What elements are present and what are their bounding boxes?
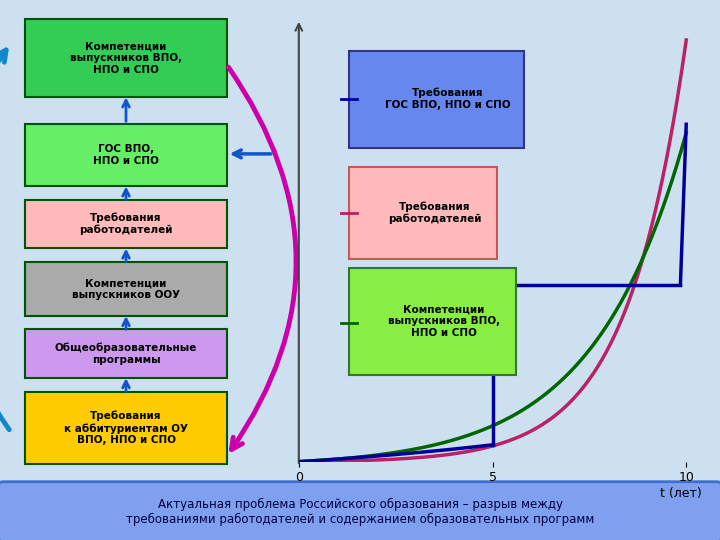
Text: Общеобразовательные
программы: Общеобразовательные программы	[55, 343, 197, 364]
FancyBboxPatch shape	[348, 268, 516, 375]
Text: Требования
к аббитуриентам ОУ
ВПО, НПО и СПО: Требования к аббитуриентам ОУ ВПО, НПО и…	[64, 411, 188, 445]
Text: t (лет): t (лет)	[660, 487, 702, 500]
FancyBboxPatch shape	[348, 51, 524, 147]
FancyBboxPatch shape	[348, 166, 497, 259]
FancyBboxPatch shape	[25, 124, 227, 186]
FancyBboxPatch shape	[25, 200, 227, 248]
FancyBboxPatch shape	[25, 392, 227, 464]
FancyBboxPatch shape	[25, 19, 227, 97]
Text: Актуальная проблема Российского образования – разрыв между
требованиями работода: Актуальная проблема Российского образова…	[126, 498, 594, 526]
Text: Требования
работодателей: Требования работодателей	[387, 201, 481, 224]
FancyBboxPatch shape	[0, 482, 720, 540]
Text: Требования
работодателей: Требования работодателей	[79, 213, 173, 235]
FancyBboxPatch shape	[25, 329, 227, 378]
Text: Компетенции
выпускников ООУ: Компетенции выпускников ООУ	[72, 278, 180, 300]
FancyBboxPatch shape	[25, 262, 227, 316]
Text: Компетенции
выпускников ВПО,
НПО и СПО: Компетенции выпускников ВПО, НПО и СПО	[70, 42, 182, 75]
Text: Требования
ГОС ВПО, НПО и СПО: Требования ГОС ВПО, НПО и СПО	[385, 88, 510, 110]
Text: Компетенции
выпускников ВПО,
НПО и СПО: Компетенции выпускников ВПО, НПО и СПО	[388, 305, 500, 338]
Text: ГОС ВПО,
НПО и СПО: ГОС ВПО, НПО и СПО	[93, 144, 159, 166]
